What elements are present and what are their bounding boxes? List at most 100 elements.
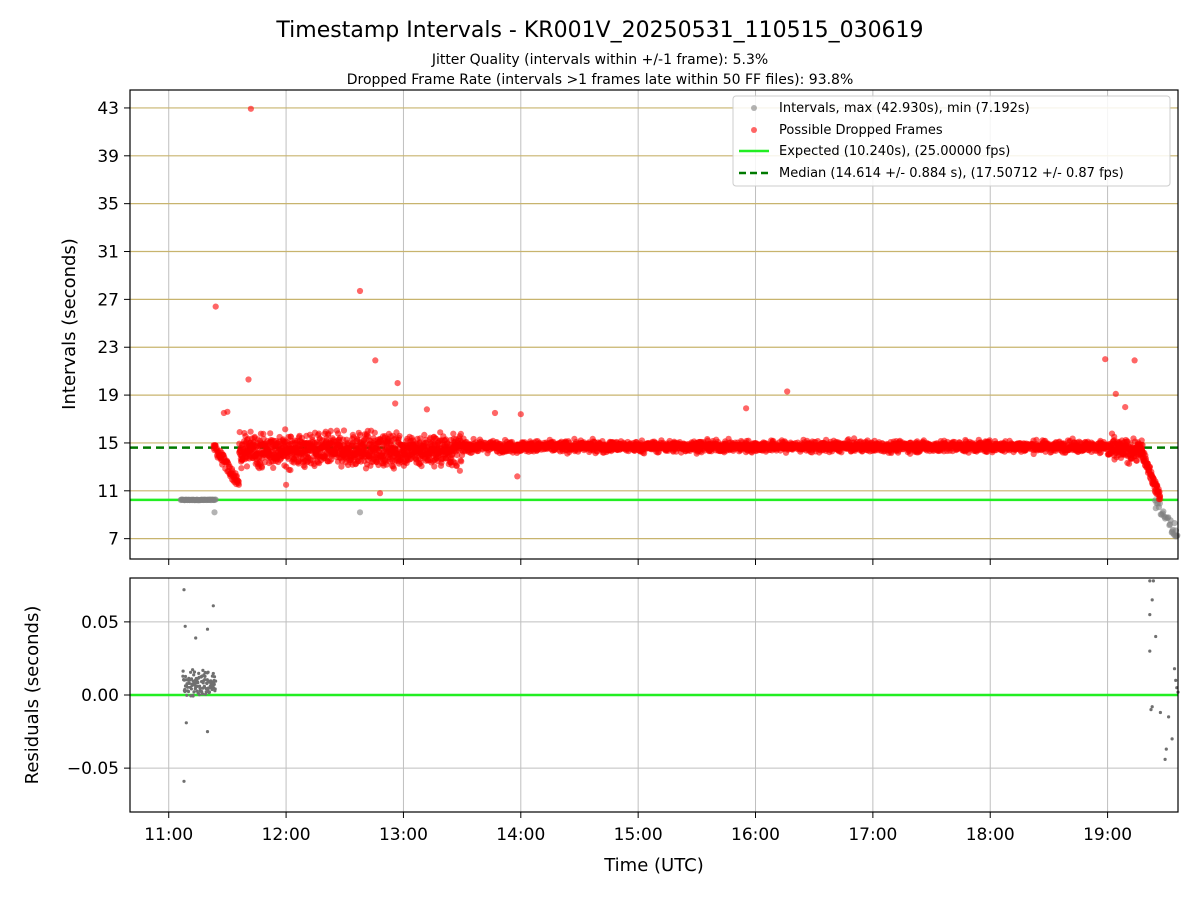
dropped-frame-point xyxy=(418,463,425,470)
residual-point xyxy=(1148,579,1152,583)
x-tick-label: 13:00 xyxy=(379,825,428,845)
residual-point xyxy=(185,693,189,697)
residual-point xyxy=(186,689,191,694)
residual-point xyxy=(205,627,210,631)
dropped-frame-point xyxy=(1102,356,1109,363)
top-y-tick-label: 35 xyxy=(97,195,119,215)
dropped-frame-point xyxy=(784,388,791,395)
residual-point xyxy=(213,687,217,691)
residual-point xyxy=(192,670,197,674)
residual-point xyxy=(182,779,186,783)
dropped-frame-point xyxy=(450,430,457,437)
top-y-tick-label: 23 xyxy=(97,338,119,358)
dropped-frame-point xyxy=(517,411,524,418)
dropped-frame-point xyxy=(423,406,430,413)
dropped-frame-point xyxy=(340,427,348,434)
top-y-axis-label: Intervals (seconds) xyxy=(59,238,80,410)
residual-point xyxy=(1150,705,1154,709)
residual-point xyxy=(1174,678,1178,683)
chart-subtitle-dropped: Dropped Frame Rate (intervals >1 frames … xyxy=(347,72,854,88)
residual-point xyxy=(200,692,205,696)
interval-point xyxy=(212,496,219,503)
residual-point xyxy=(212,675,217,679)
top-y-tick-label: 43 xyxy=(97,99,119,119)
residual-point xyxy=(1163,757,1167,762)
dropped-frame-point xyxy=(260,430,267,437)
x-tick-label: 11:00 xyxy=(144,825,193,845)
top-y-tick-label: 31 xyxy=(97,243,119,263)
residual-point xyxy=(211,604,215,608)
dropped-frame-point xyxy=(315,430,322,437)
legend-label-intervals: Intervals, max (42.930s), min (7.192s) xyxy=(779,101,1030,116)
dropped-frame-point xyxy=(458,458,465,465)
dropped-frame-point xyxy=(245,376,252,383)
x-axis-label: Time (UTC) xyxy=(603,855,704,876)
dropped-frame-point xyxy=(247,428,254,435)
top-y-tick-label: 27 xyxy=(97,290,119,310)
top-y-tick-label: 7 xyxy=(108,530,119,550)
residual-point xyxy=(214,679,218,683)
residual-point xyxy=(183,624,187,628)
dropped-frame-point xyxy=(247,105,254,112)
dropped-frame-point xyxy=(390,465,397,472)
dropped-frame-point xyxy=(417,435,424,442)
legend-marker-intervals xyxy=(751,105,757,111)
residual-point xyxy=(189,670,193,674)
chart-title: Timestamp Intervals - KR001V_20250531_11… xyxy=(275,18,923,43)
dropped-frame-point xyxy=(212,303,219,310)
interval-point xyxy=(1172,533,1179,540)
dropped-frame-point xyxy=(283,481,290,488)
dropped-frame-point xyxy=(372,357,379,364)
dropped-frame-point xyxy=(1157,496,1164,503)
dropped-frame-point xyxy=(453,462,460,469)
dropped-frame-point xyxy=(270,464,277,471)
interval-point xyxy=(356,509,364,516)
bottom-y-axis-label: Residuals (seconds) xyxy=(22,606,43,785)
residual-point xyxy=(191,694,195,698)
interval-point xyxy=(1160,508,1167,515)
dropped-frame-point xyxy=(838,449,845,456)
dropped-frame-point xyxy=(1112,390,1119,397)
legend-label-dropped: Possible Dropped Frames xyxy=(779,123,943,138)
residual-point xyxy=(197,693,201,697)
legend-label-median: Median (14.614 +/- 0.884 s), (17.50712 +… xyxy=(779,166,1124,181)
dropped-frame-point xyxy=(357,431,364,439)
residual-point xyxy=(1164,747,1168,751)
dropped-frame-point xyxy=(392,400,399,407)
x-tick-label: 16:00 xyxy=(731,825,780,845)
legend: Intervals, max (42.930s), min (7.192s) P… xyxy=(732,95,1171,187)
dropped-frame-point xyxy=(394,380,401,387)
dropped-frame-point xyxy=(1122,404,1129,411)
dropped-frame-point xyxy=(338,463,345,470)
residual-point xyxy=(205,730,210,734)
x-tick-label: 12:00 xyxy=(262,825,311,845)
interval-point xyxy=(1171,520,1178,527)
dropped-frame-point xyxy=(301,463,308,471)
top-y-tick-label: 19 xyxy=(97,386,119,406)
dropped-frame-point xyxy=(1131,357,1138,364)
dropped-frame-point xyxy=(491,409,499,417)
top-y-tick-label: 15 xyxy=(97,434,119,454)
residual-point xyxy=(1151,579,1155,583)
dropped-frame-point xyxy=(421,431,428,438)
residual-point xyxy=(194,636,198,640)
residual-point xyxy=(182,588,186,592)
residual-point xyxy=(203,674,207,679)
dropped-frame-point xyxy=(282,426,289,433)
legend-marker-dropped xyxy=(751,127,757,133)
dropped-frame-point xyxy=(267,430,274,437)
residual-point xyxy=(192,690,196,694)
dropped-frame-point xyxy=(356,287,364,295)
residual-point xyxy=(189,687,193,691)
residual-point xyxy=(212,682,216,687)
dropped-frame-point xyxy=(376,490,384,497)
residual-point xyxy=(1158,710,1162,715)
residual-point xyxy=(1149,708,1153,712)
bottom-y-tick-label: 0.00 xyxy=(81,686,119,706)
x-tick-label: 18:00 xyxy=(966,825,1015,845)
residual-point xyxy=(1167,715,1171,719)
residual-point xyxy=(1154,634,1158,639)
dropped-frame-point xyxy=(454,452,461,459)
